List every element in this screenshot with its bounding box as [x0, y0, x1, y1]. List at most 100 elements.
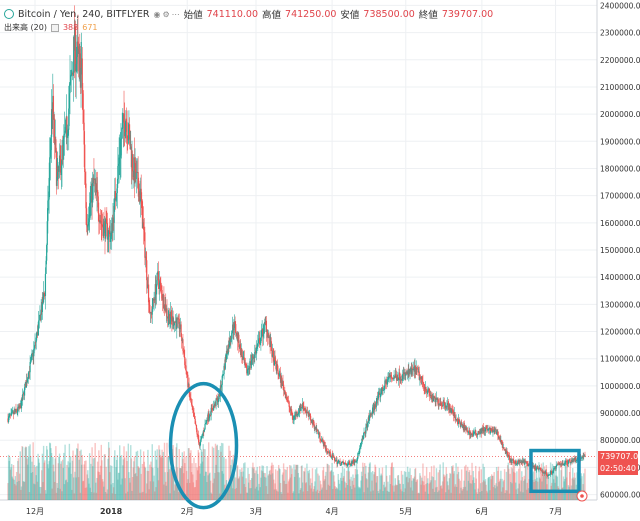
candle-body	[564, 463, 566, 465]
candle-body	[204, 424, 206, 430]
candle-body	[216, 397, 218, 401]
volume-bar	[152, 467, 154, 500]
volume-bar	[499, 478, 501, 500]
volume-bar	[370, 491, 372, 500]
candle-body	[463, 424, 465, 431]
candle-body	[75, 63, 77, 72]
candle-body	[139, 188, 142, 202]
volume-bar	[327, 484, 330, 500]
candle-body	[44, 273, 47, 297]
volume-bar	[349, 486, 352, 500]
volume-bar	[521, 477, 524, 500]
candle-body	[294, 416, 296, 417]
volume-bar	[198, 452, 200, 500]
candle-body	[459, 423, 461, 427]
eye-icon[interactable]: ◉	[153, 9, 161, 19]
candle-body	[376, 397, 379, 401]
volume-bar	[87, 470, 89, 500]
volume-bar	[487, 478, 489, 500]
volume-bar	[41, 453, 44, 500]
more-icon[interactable]: ⋯	[171, 9, 180, 19]
volume-bar	[126, 461, 128, 500]
candle-body	[345, 463, 347, 465]
volume-bar	[270, 465, 273, 500]
volume-bar	[286, 466, 288, 500]
volume-bar	[139, 492, 141, 500]
volume-bar	[94, 442, 96, 500]
candle-body	[422, 381, 424, 383]
candle-body	[179, 327, 181, 330]
volume-bar	[150, 461, 152, 500]
candle-body	[383, 386, 385, 391]
volume-bar	[429, 482, 432, 500]
candle-body	[450, 407, 452, 414]
volume-bar	[548, 491, 551, 500]
candle-body	[333, 457, 336, 461]
candle-body	[22, 394, 24, 401]
volume-bar	[433, 465, 435, 500]
candle-body	[381, 387, 383, 394]
volume-bar	[200, 449, 203, 500]
candle-body	[445, 406, 447, 408]
volume-bar	[26, 464, 29, 500]
candle-body	[70, 75, 72, 84]
volume-bar	[114, 493, 117, 500]
volume-bar	[53, 471, 55, 500]
volume-bar	[481, 482, 484, 500]
candle-body	[368, 417, 370, 421]
candle-body	[15, 409, 17, 411]
candle-body	[368, 415, 371, 421]
volume-bar	[192, 482, 195, 500]
volume-toggle-icon[interactable]	[50, 23, 59, 32]
candle-body	[291, 414, 293, 416]
volume-bar	[112, 483, 114, 500]
candle-body	[384, 380, 386, 387]
candle-body	[112, 217, 114, 233]
volume-bar	[123, 446, 125, 500]
symbol-title[interactable]: Bitcoin / Yen, 240, BITFLYER	[18, 8, 150, 20]
volume-bar	[540, 463, 543, 500]
candle-body	[65, 119, 67, 131]
candle-body	[120, 139, 122, 156]
volume-bar	[379, 475, 382, 500]
gear-icon[interactable]: ⚙	[162, 9, 170, 19]
candle-body	[556, 463, 558, 465]
candle-body	[222, 374, 225, 376]
candle-body	[177, 317, 179, 320]
volume-bar	[311, 482, 313, 500]
candle-body	[480, 428, 482, 434]
candle-body	[147, 284, 150, 303]
volume-bar	[251, 467, 254, 500]
volume-bar	[206, 457, 209, 500]
volume-bar	[574, 477, 576, 500]
candle-body	[109, 231, 111, 242]
candle-body	[349, 464, 352, 466]
volume-bar	[352, 474, 354, 500]
candle-body	[110, 233, 112, 237]
volume-bar	[39, 486, 41, 500]
candle-body	[33, 346, 35, 349]
candle-body	[62, 138, 64, 146]
candle-body	[144, 256, 147, 258]
candle-body	[308, 411, 310, 417]
volume-bar	[530, 490, 533, 500]
volume-bar	[312, 489, 315, 500]
volume-bar	[78, 459, 80, 500]
series-controls[interactable]: ◉ ⚙ ⋯	[153, 10, 179, 19]
y-tick-label: 2200000.00	[600, 56, 640, 65]
candle-body	[191, 404, 193, 407]
candle-body	[550, 470, 552, 472]
y-tick-label: 1300000.00	[600, 300, 640, 309]
volume-bar	[479, 483, 482, 500]
volume-bar	[70, 473, 72, 500]
candle-body	[107, 236, 109, 240]
volume-bar	[103, 486, 105, 500]
candle-body	[335, 459, 337, 461]
candle-body	[122, 113, 124, 123]
volume-bar	[204, 449, 206, 500]
candle-body	[569, 459, 571, 462]
candle-body	[228, 344, 230, 348]
volume-bar	[576, 472, 578, 500]
